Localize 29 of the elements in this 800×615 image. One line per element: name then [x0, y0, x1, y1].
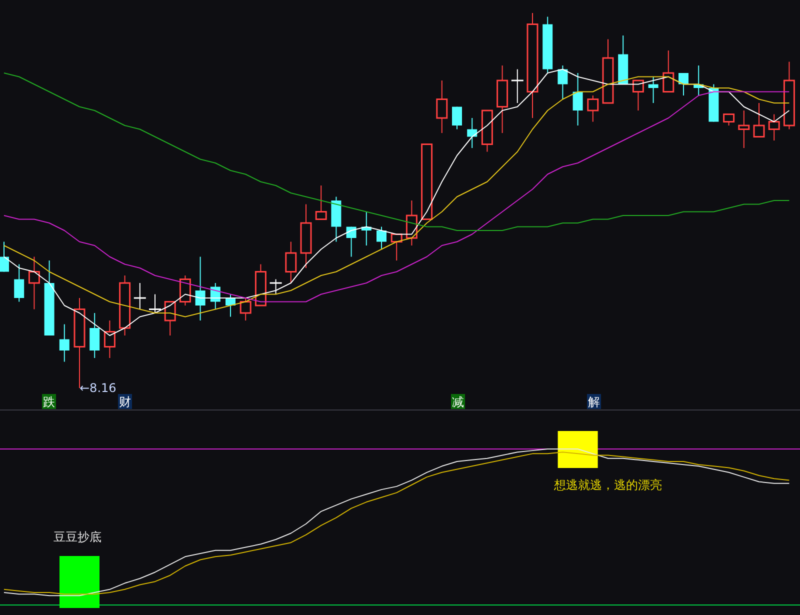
candlestick — [648, 76, 658, 104]
candlestick — [285, 241, 297, 284]
candlestick — [28, 256, 40, 310]
annotation: 想逃就逃，逃的漂亮 — [553, 478, 662, 492]
candlestick — [14, 264, 24, 302]
candlestick — [632, 80, 644, 111]
candlestick — [436, 80, 448, 134]
text: 减 — [452, 395, 464, 409]
candlestick — [587, 95, 599, 122]
candlestick — [90, 312, 100, 358]
candlestick — [768, 114, 780, 141]
annotation: ←8.16 — [80, 381, 116, 395]
candlestick — [723, 114, 735, 126]
candlestick — [467, 118, 478, 148]
annotation: 豆豆抄底 — [54, 530, 102, 544]
candlestick — [104, 320, 116, 358]
candlestick — [59, 324, 70, 362]
text: 解 — [588, 395, 600, 409]
candlestick — [315, 185, 327, 220]
candlestick — [738, 110, 750, 148]
candlestick — [572, 72, 583, 126]
text: 财 — [119, 395, 131, 409]
candlestick — [558, 65, 568, 100]
candlestick — [240, 298, 252, 321]
text: 跌 — [43, 395, 55, 409]
candlestick — [164, 301, 176, 336]
candlestick — [662, 50, 674, 92]
candlestick — [195, 256, 206, 321]
candlestick — [753, 102, 765, 138]
